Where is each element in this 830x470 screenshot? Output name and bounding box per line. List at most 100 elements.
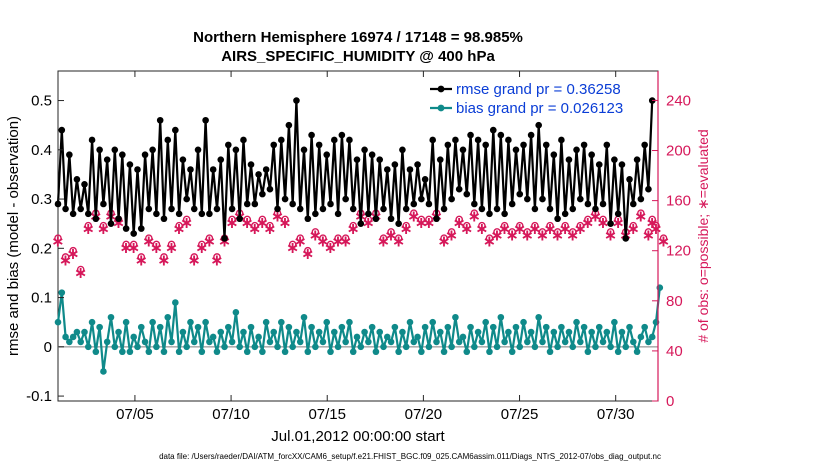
rmse-point — [410, 200, 418, 208]
obs-evaluated-point: ∗ — [505, 227, 518, 244]
bias-point — [232, 309, 240, 316]
bias-point — [471, 343, 478, 351]
bias-point — [558, 323, 565, 331]
obs-evaluated-point: ∗ — [241, 215, 254, 232]
bias-point — [96, 323, 103, 331]
bias-point — [88, 318, 96, 326]
bias-point — [599, 338, 607, 346]
obs-evaluated-point: ∗ — [97, 221, 110, 238]
obs-evaluated-point: ∗ — [566, 227, 579, 244]
bias-point — [452, 313, 459, 321]
obs-possible-point — [379, 234, 388, 242]
obs-evaluated-point: ∗ — [309, 227, 322, 244]
y2-tick-label: 200 — [666, 143, 691, 160]
obs-possible-point — [402, 221, 411, 230]
rmse-point — [236, 215, 243, 223]
obs-evaluated-point: ∗ — [415, 215, 428, 232]
rmse-point — [546, 205, 554, 213]
rmse-point — [149, 146, 156, 154]
obs-evaluated-point: ∗ — [536, 227, 549, 244]
bias-point — [516, 343, 524, 351]
rmse-point — [395, 220, 402, 227]
rmse-point — [645, 185, 652, 193]
rmse-point — [391, 161, 399, 168]
rmse-point — [194, 146, 202, 154]
bias-point — [255, 333, 262, 341]
bias-point — [77, 338, 85, 346]
bias-point — [633, 348, 641, 356]
rmse-point — [637, 195, 645, 203]
obs-possible-point — [417, 215, 426, 224]
rmse-point — [225, 141, 232, 149]
obs-evaluated-point: ∗ — [513, 221, 526, 238]
obs-possible-point — [122, 240, 130, 249]
rmse-point — [580, 141, 588, 149]
rmse-point — [119, 151, 126, 159]
bias-point — [546, 348, 554, 356]
bias-point — [126, 348, 134, 356]
bias-point — [501, 338, 508, 346]
bias-point — [183, 343, 190, 351]
rmse-point — [312, 210, 319, 218]
bias-point — [266, 338, 274, 346]
rmse-point — [425, 200, 433, 208]
obs-possible-point — [341, 234, 350, 242]
legend-rmse-label: rmse grand pr = 0.36258 — [456, 81, 621, 98]
bias-point — [300, 313, 308, 321]
bias-point — [119, 348, 126, 356]
rmse-point — [554, 215, 561, 223]
obs-evaluated-point: ∗ — [475, 221, 488, 238]
bias-point — [262, 318, 270, 326]
obs-possible-point — [606, 228, 615, 236]
bias-point — [342, 338, 349, 346]
rmse-line — [56, 99, 654, 240]
rmse-point — [573, 146, 580, 154]
rmse-point — [584, 200, 592, 208]
rmse-point — [569, 205, 577, 213]
rmse-point — [315, 141, 323, 149]
bias-point — [259, 348, 266, 356]
rmse-point — [217, 156, 225, 163]
rmse-point — [145, 205, 153, 213]
obs-possible-point — [145, 234, 153, 242]
bias-point — [243, 348, 251, 356]
rmse-point — [406, 166, 414, 173]
bias-point — [414, 333, 421, 341]
obs-evaluated-point: ∗ — [551, 227, 564, 244]
rmse-point — [505, 136, 512, 144]
bias-point — [217, 328, 225, 336]
rmse-point — [58, 126, 66, 134]
obs-evaluated-point: ∗ — [157, 252, 170, 269]
rmse-point — [611, 156, 618, 163]
bias-point — [164, 313, 172, 321]
bias-point — [338, 323, 346, 331]
bias-point — [505, 328, 512, 336]
obs-evaluated-point: ∗ — [256, 215, 269, 232]
obs-possible-point — [160, 253, 168, 261]
bias-point — [418, 348, 425, 356]
bias-point — [645, 338, 652, 346]
obs-possible-point — [84, 221, 93, 230]
bias-point — [168, 338, 175, 346]
rmse-point — [84, 210, 92, 218]
bias-point — [296, 338, 304, 346]
rmse-point — [380, 205, 387, 213]
obs-evaluated-point: ∗ — [407, 209, 420, 226]
rmse-point — [175, 210, 183, 218]
bias-point — [81, 328, 88, 336]
obs-evaluated-point: ∗ — [301, 246, 314, 263]
rmse-point — [622, 235, 630, 242]
rmse-point — [471, 200, 478, 208]
bias-point — [577, 338, 584, 346]
bias-point — [406, 318, 414, 326]
bias-point — [440, 348, 448, 356]
bias-point — [206, 338, 213, 346]
obs-possible-point — [515, 221, 524, 230]
rmse-point — [69, 210, 77, 218]
x-tick-label: 07/20 — [405, 406, 443, 423]
rmse-point — [376, 156, 384, 163]
bias-point — [190, 338, 198, 346]
obs-evaluated-point: ∗ — [437, 234, 450, 251]
obs-possible-point — [228, 215, 236, 224]
y-tick-label: 0.2 — [31, 240, 52, 257]
